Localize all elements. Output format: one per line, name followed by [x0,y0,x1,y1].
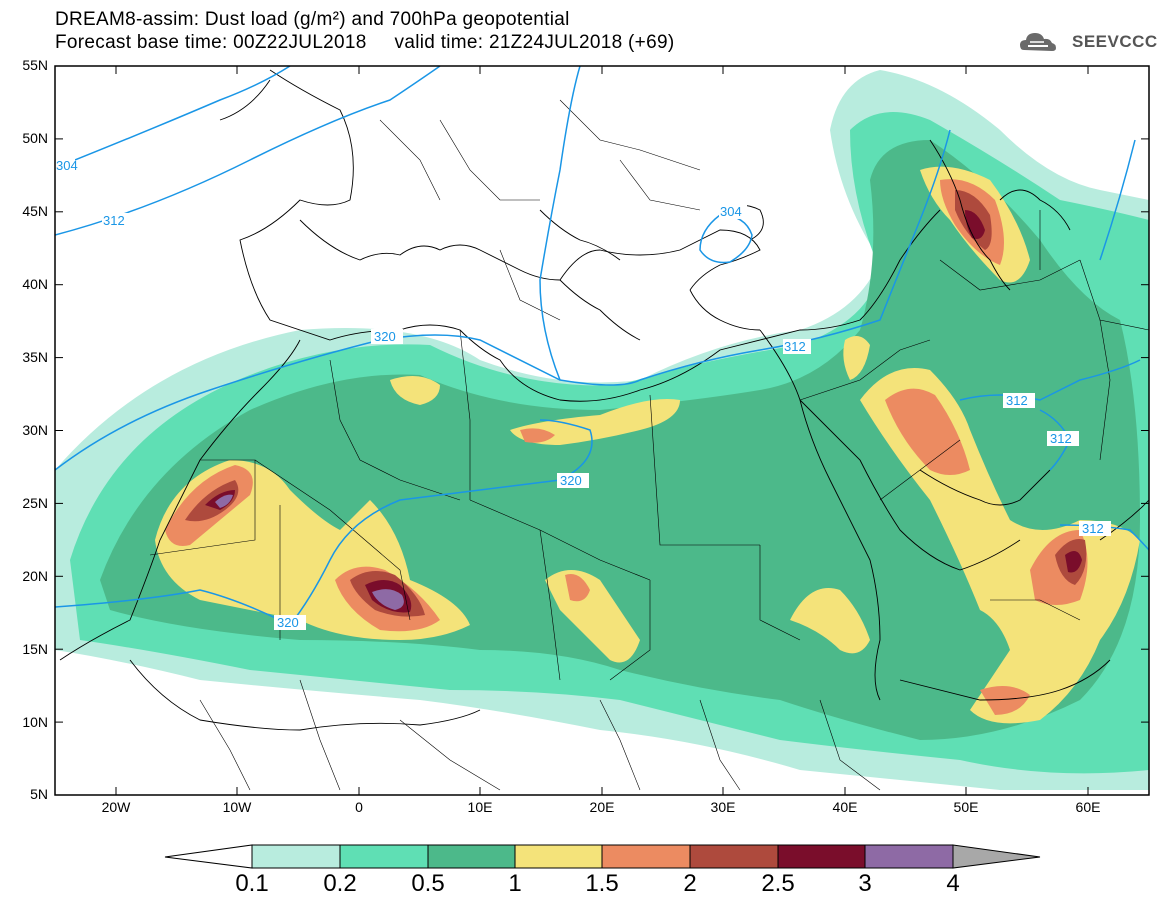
contour-label-304-east: 304 [720,204,742,219]
contour-label-312-iran: 312 [1006,393,1028,408]
contour-label-312-med: 312 [784,339,806,354]
lon-label: 10W [222,799,252,815]
dust-band-2.5-d [1065,551,1082,573]
logo-text: SEEVCCC [1072,32,1158,51]
contour-label-312-gulf: 312 [1050,431,1072,446]
colorbar [164,844,1041,869]
colorbar-swatch-3 [427,844,516,869]
lat-label: 40N [22,276,48,292]
dust-band-1.5-g [980,686,1030,715]
axis-ticks [55,65,1149,795]
contour-label-320-south: 320 [277,615,299,630]
contour-label-312-west: 312 [103,213,125,228]
lat-label: 45N [22,203,48,219]
colorbar-tick-label: 1.5 [585,870,619,897]
colorbar-swatch-2 [339,844,429,869]
colorbar-swatch-1 [251,844,341,869]
dust-band-1-red-sea [790,588,870,654]
lon-label: 20W [101,799,131,815]
colorbar-below-arrow [164,844,253,869]
colorbar-tick-label: 0.1 [235,870,269,897]
lon-label: 60E [1075,799,1101,815]
dust-band-3-a [372,589,404,610]
lat-label: 25N [22,495,48,511]
title-line-1: DREAM8-assim: Dust load (g/m²) and 700hP… [55,9,570,30]
lon-label: 30E [710,799,736,815]
country-borders [149,99,1149,791]
contour-label-312-arabia: 312 [1082,521,1104,536]
lat-label: 35N [22,349,48,365]
colorbar-tick-label: 0.5 [411,870,445,897]
lon-label: 40E [832,799,858,815]
contour-label-320-sahara: 320 [560,473,582,488]
cloud-logo-icon [1020,33,1056,51]
colorbar-tick-label: 1 [508,870,522,897]
contour-labels: 304 312 320 304 312 312 312 320 320 312 [55,158,1111,630]
colorbar-tick-label: 0.2 [323,870,357,897]
lat-label: 10N [22,714,48,730]
dust-band-2.5-c [965,210,985,239]
title-line-2: Forecast base time: 00Z22JUL2018 valid t… [55,32,675,53]
lon-label: 0 [355,799,363,815]
colorbar-tick-label: 2.5 [761,870,795,897]
dust-band-1.5-f [565,574,590,602]
lat-label: 30N [22,422,48,438]
lon-label: 20E [589,799,615,815]
dust-band-1-iraq [843,336,870,380]
colorbar-above-arrow [952,844,1041,869]
dust-band-3-b [215,494,233,508]
colorbar-swatch-8 [864,844,954,869]
lat-label: 5N [30,786,48,802]
colorbar-swatch-7 [777,844,866,869]
dust-band-1.5-h [520,428,555,443]
colorbar-tick-label: 2 [683,870,697,897]
contour-label-320-north: 320 [374,329,396,344]
colorbar-swatch-5 [601,844,691,869]
colorbar-swatch-6 [689,844,779,869]
lat-label: 20N [22,568,48,584]
dust-band-1-algeria [390,376,440,405]
lon-label: 10E [467,799,493,815]
lat-label: 55N [22,57,48,73]
colorbar-tick-label: 4 [946,870,960,897]
lon-label: 50E [953,799,979,815]
colorbar-tick-label: 3 [858,870,872,897]
lat-label: 15N [22,641,48,657]
dust-band-1.5-c [885,388,970,475]
lat-label: 50N [22,130,48,146]
dust-field [55,70,1149,790]
colorbar-swatch-4 [514,844,603,869]
contour-label-304-west: 304 [56,158,78,173]
